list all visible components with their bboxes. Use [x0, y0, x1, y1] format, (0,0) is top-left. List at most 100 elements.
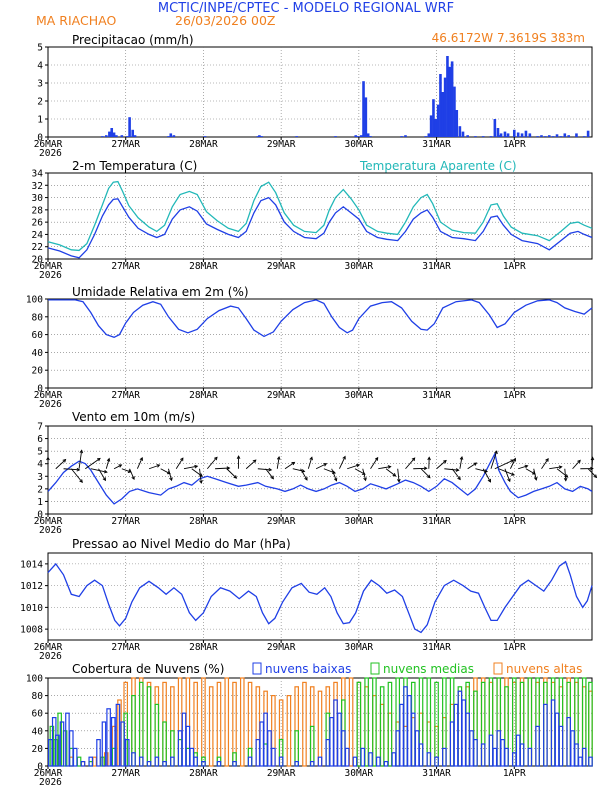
- precip-bar: [474, 136, 477, 137]
- y-tick-label: 6: [37, 434, 43, 445]
- wind-arrow: [113, 464, 122, 470]
- x-tick-label: 27MAR: [111, 642, 140, 653]
- precip-bar: [443, 77, 447, 137]
- x-tick-label: 30MAR: [345, 642, 374, 653]
- wind-arrowhead: [427, 456, 431, 461]
- precip-bar: [441, 92, 445, 137]
- precip-bar: [131, 129, 135, 137]
- precip-bar: [555, 134, 559, 137]
- wind-arrow: [136, 457, 143, 469]
- cloud-bar: [407, 694, 412, 767]
- y-tick-label: 1010: [20, 603, 43, 614]
- wind-arrow: [572, 459, 581, 470]
- y-tick-label: 0: [37, 384, 43, 395]
- cloud-bar: [449, 721, 455, 767]
- cloud-bar: [57, 712, 62, 767]
- y-tick-label: 26: [32, 218, 44, 229]
- precip-bar: [448, 66, 452, 137]
- wind-arrow: [525, 468, 536, 475]
- precip-bar: [505, 136, 508, 137]
- precip-bar: [567, 135, 570, 137]
- cloud-bar: [255, 738, 261, 767]
- x-tick-label: 27MAR: [111, 139, 140, 150]
- cloud-bar: [124, 738, 130, 767]
- wind-arrow: [105, 458, 110, 469]
- plot-frame: [47, 425, 593, 515]
- x-tick-label: 28MAR: [189, 516, 218, 527]
- cloud-bar: [216, 681, 222, 767]
- cloud-bar: [309, 760, 315, 767]
- x-tick-label: 27MAR: [111, 768, 140, 779]
- y-tick-label: 40: [32, 348, 44, 359]
- wind-arrowhead: [62, 458, 67, 463]
- cloud-bar: [379, 686, 385, 767]
- precip-bar: [424, 136, 427, 137]
- x-tick-year: 2026: [39, 525, 62, 536]
- y-tick-label: 7: [37, 422, 43, 433]
- cloud-bar: [317, 690, 323, 767]
- wind-arrow: [175, 457, 184, 469]
- y-tick-label: 100: [26, 674, 43, 685]
- x-tick-label: 31MAR: [422, 642, 451, 653]
- wind-arrowhead: [333, 477, 338, 482]
- cloud-bar: [247, 756, 253, 767]
- wind-arrowhead: [323, 463, 328, 467]
- cloud-bar: [76, 756, 82, 767]
- cloud-bar: [278, 756, 284, 767]
- wind-arrow: [315, 463, 327, 470]
- wind-arrowhead: [423, 466, 428, 471]
- precip-bar: [400, 136, 403, 137]
- precipitation-title: Precipitacao (mm/h): [72, 33, 194, 47]
- x-tick-label: 26MAR: [34, 768, 63, 779]
- wind-arrow: [70, 468, 83, 483]
- y-tick-label: 80: [32, 691, 44, 702]
- precip-bar: [125, 136, 129, 137]
- cloud-bar: [120, 721, 125, 767]
- precip-bar: [446, 56, 449, 137]
- cloud-bar: [92, 756, 97, 767]
- y-tick-label: 4: [37, 459, 43, 470]
- x-tick-label: 28MAR: [189, 390, 218, 401]
- x-tick-label: 1APR: [503, 516, 526, 527]
- precip-bar: [481, 136, 485, 137]
- x-tick-label: 30MAR: [345, 390, 374, 401]
- cloud-bar: [96, 738, 101, 767]
- cloud-bar: [473, 738, 478, 767]
- wind-arrowhead: [118, 464, 123, 468]
- cloud-bar: [239, 677, 245, 767]
- wind-arrow: [533, 468, 537, 480]
- wind-arrowhead: [236, 455, 241, 460]
- wind-arrow: [148, 464, 160, 470]
- precip-bar: [551, 136, 555, 137]
- precip-bar: [503, 131, 507, 137]
- precip-bar: [354, 135, 358, 137]
- cloud-bar: [286, 694, 292, 767]
- wind-arrow: [276, 456, 280, 469]
- wind-arrowhead: [131, 476, 135, 481]
- precip-bar: [461, 131, 465, 137]
- wind-arrowhead: [268, 467, 273, 472]
- cloud-bar: [578, 756, 583, 767]
- cloud-bar: [146, 760, 152, 767]
- x-tick-label: 26MAR: [34, 390, 63, 401]
- wind-arrowhead: [79, 449, 84, 454]
- wind-arrow: [420, 468, 431, 478]
- cloud-bar: [348, 677, 354, 767]
- wind-arrow: [370, 457, 379, 469]
- wind-arrowhead: [233, 475, 238, 479]
- precip-bar: [489, 136, 493, 137]
- x-tick-label: 27MAR: [111, 390, 140, 401]
- series-line: [47, 180, 593, 252]
- cloud-bar: [488, 734, 494, 767]
- wind-arrow: [199, 468, 202, 484]
- wind-arrowhead: [342, 455, 346, 460]
- cloud-bar: [418, 743, 424, 767]
- plot-frame: [47, 172, 593, 260]
- cloud-bar: [372, 677, 377, 767]
- precip-bar: [499, 133, 503, 137]
- cloud-bar: [329, 716, 334, 767]
- cloud-bar: [453, 703, 459, 767]
- wind-arrow: [385, 468, 396, 477]
- precip-bar: [516, 132, 520, 137]
